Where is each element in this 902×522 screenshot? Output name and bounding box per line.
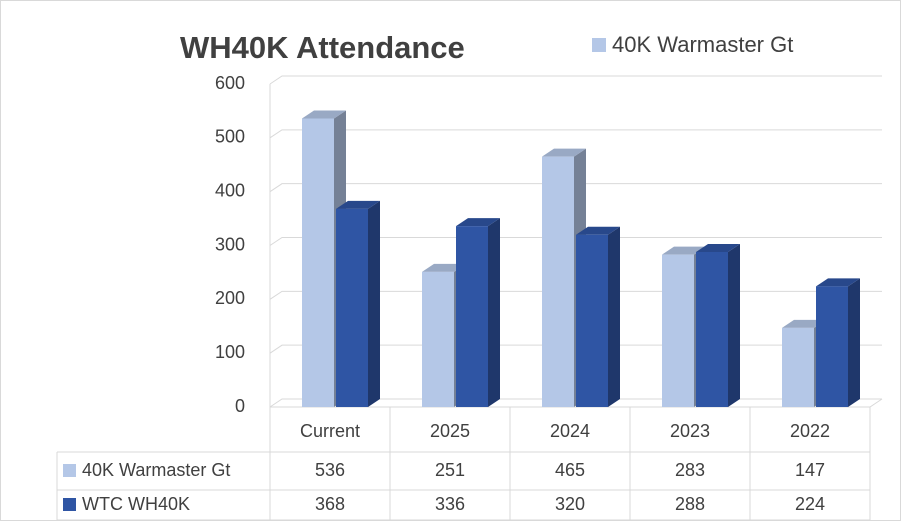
x-tick-label: 2024 xyxy=(550,421,590,441)
legend-key xyxy=(592,38,606,52)
bar-side xyxy=(608,226,620,407)
bar xyxy=(336,200,380,407)
x-tick-label: 2023 xyxy=(670,421,710,441)
bar-side xyxy=(728,243,740,407)
table-series-name: WTC WH40K xyxy=(82,494,190,514)
table-value: 251 xyxy=(435,460,465,480)
grid-line xyxy=(269,129,882,139)
x-tick-label: Current xyxy=(300,421,360,441)
table-value: 283 xyxy=(675,460,705,480)
table-value: 336 xyxy=(435,494,465,514)
table-legend-key xyxy=(63,464,76,477)
y-tick-label: 0 xyxy=(235,396,245,416)
bar-front xyxy=(576,234,608,407)
bar-front xyxy=(542,156,574,407)
y-tick-label: 200 xyxy=(215,288,245,308)
y-tick-label: 300 xyxy=(215,234,245,254)
bar-front xyxy=(662,254,694,407)
table-value: 224 xyxy=(795,494,825,514)
bar xyxy=(456,218,500,407)
bar xyxy=(816,278,860,407)
table-value: 147 xyxy=(795,460,825,480)
bar-front xyxy=(816,286,848,407)
bar-top xyxy=(456,218,500,227)
bar-top xyxy=(336,200,380,209)
table-series-name: 40K Warmaster Gt xyxy=(82,460,230,480)
x-tick-label: 2022 xyxy=(790,421,830,441)
bar-front xyxy=(336,208,368,407)
bar-top xyxy=(782,319,826,328)
bar-front xyxy=(422,271,454,407)
table-legend-key xyxy=(63,498,76,511)
bar-top xyxy=(696,243,740,252)
table-value: 368 xyxy=(315,494,345,514)
y-tick-label: 400 xyxy=(215,180,245,200)
bar-top xyxy=(422,263,466,272)
bar-side xyxy=(488,218,500,407)
bar-top xyxy=(542,148,586,157)
bar-front xyxy=(782,327,814,407)
x-tick-label: 2025 xyxy=(430,421,470,441)
bar-side xyxy=(848,278,860,407)
y-tick-label: 500 xyxy=(215,127,245,147)
grid-line xyxy=(269,237,882,246)
bar xyxy=(696,243,740,407)
y-tick-label: 600 xyxy=(215,73,245,93)
bar-front xyxy=(302,118,334,407)
grid-line xyxy=(269,75,882,85)
bar-top xyxy=(662,246,706,255)
bar-front xyxy=(456,226,488,407)
bar-top xyxy=(302,110,346,119)
y-tick-label: 100 xyxy=(215,342,245,362)
table-value: 320 xyxy=(555,494,585,514)
chart-title: WH40K Attendance xyxy=(180,30,465,65)
bar-top xyxy=(576,226,620,235)
bar-front xyxy=(696,251,728,407)
legend-label: 40K Warmaster Gt xyxy=(612,32,793,57)
bar xyxy=(576,226,620,407)
bar-side xyxy=(368,200,380,407)
grid-line xyxy=(269,183,882,193)
table-value: 536 xyxy=(315,460,345,480)
table-value: 465 xyxy=(555,460,585,480)
bar-top xyxy=(816,278,860,287)
table-value: 288 xyxy=(675,494,705,514)
